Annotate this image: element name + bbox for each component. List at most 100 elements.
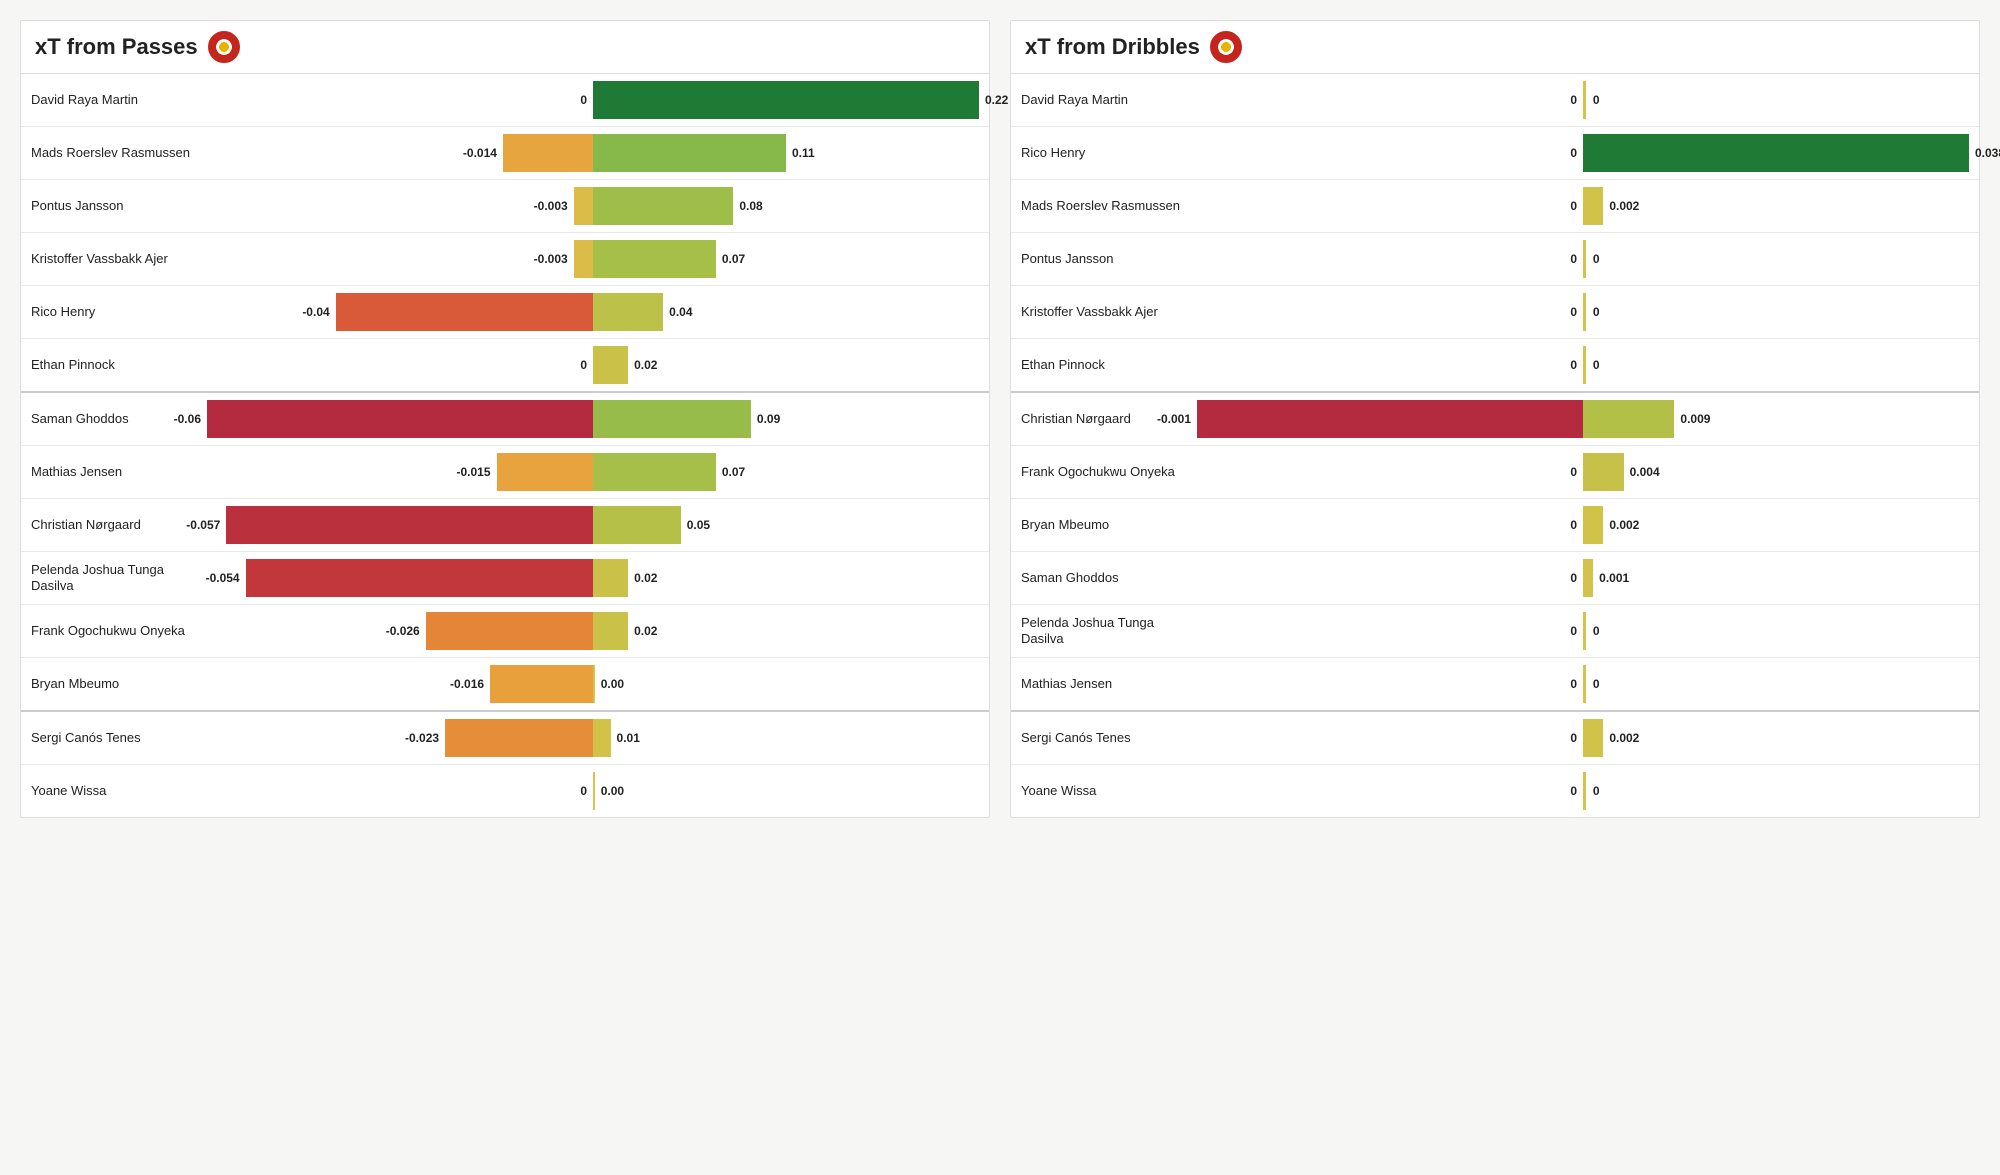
neg-value-label: 0 xyxy=(1570,252,1577,266)
player-row: Kristoffer Vassbakk Ajer-0.0030.07 xyxy=(21,233,989,286)
neg-bar xyxy=(246,559,593,597)
rows-dribbles: David Raya Martin00Rico Henry00.038Mads … xyxy=(1011,74,1979,817)
player-row: Yoane Wissa00.00 xyxy=(21,765,989,817)
pos-value-label: 0.009 xyxy=(1680,412,1710,426)
chart-area: -0.0570.05 xyxy=(207,499,979,551)
rows-passes: David Raya Martin00.22Mads Roerslev Rasm… xyxy=(21,74,989,817)
neg-value-label: -0.057 xyxy=(186,518,220,532)
pos-bar xyxy=(1583,400,1674,438)
neg-value-label: 0 xyxy=(1570,731,1577,745)
neg-value-label: 0 xyxy=(1570,677,1577,691)
player-name: David Raya Martin xyxy=(31,92,207,108)
player-row: Kristoffer Vassbakk Ajer00 xyxy=(1011,286,1979,339)
pos-bar xyxy=(593,665,595,703)
chart-area: 00 xyxy=(1197,339,1969,391)
pos-value-label: 0.07 xyxy=(722,465,745,479)
player-row: Sergi Canós Tenes00.002 xyxy=(1011,712,1979,765)
neg-bar xyxy=(226,506,593,544)
neg-value-label: -0.054 xyxy=(206,571,240,585)
team-badge-icon xyxy=(1210,31,1242,63)
chart-area: -0.0030.07 xyxy=(207,233,979,285)
player-row: Bryan Mbeumo-0.0160.00 xyxy=(21,658,989,712)
chart-area: 00 xyxy=(1197,286,1969,338)
player-row: Christian Nørgaard-0.0010.009 xyxy=(1011,393,1979,446)
player-row: Saman Ghoddos00.001 xyxy=(1011,552,1979,605)
panel-dribbles: xT from Dribbles David Raya Martin00Rico… xyxy=(1010,20,1980,818)
pos-value-label: 0 xyxy=(1593,624,1600,638)
chart-area: 00.00 xyxy=(207,765,979,817)
player-row: David Raya Martin00 xyxy=(1011,74,1979,127)
player-name: Christian Nørgaard xyxy=(31,517,207,533)
player-name: Bryan Mbeumo xyxy=(31,676,207,692)
neg-value-label: -0.003 xyxy=(534,252,568,266)
player-name: Yoane Wissa xyxy=(1021,783,1197,799)
panel-header: xT from Passes xyxy=(21,21,989,74)
pos-value-label: 0.01 xyxy=(617,731,640,745)
chart-area: 00 xyxy=(1197,765,1969,817)
pos-value-label: 0 xyxy=(1593,93,1600,107)
pos-bar xyxy=(593,400,751,438)
pos-value-label: 0.02 xyxy=(634,358,657,372)
player-name: Frank Ogochukwu Onyeka xyxy=(31,623,207,639)
pos-bar xyxy=(1583,559,1593,597)
pos-value-label: 0.22 xyxy=(985,93,1008,107)
pos-bar xyxy=(1583,665,1586,703)
neg-bar xyxy=(336,293,593,331)
neg-value-label: 0 xyxy=(580,784,587,798)
chart-area: 00 xyxy=(1197,233,1969,285)
chart-area: 00.001 xyxy=(1197,552,1969,604)
player-row: Ethan Pinnock00 xyxy=(1011,339,1979,393)
neg-value-label: -0.003 xyxy=(534,199,568,213)
player-row: Mads Roerslev Rasmussen00.002 xyxy=(1011,180,1979,233)
pos-bar xyxy=(1583,240,1586,278)
player-name: Mads Roerslev Rasmussen xyxy=(31,145,207,161)
pos-value-label: 0.038 xyxy=(1975,146,2000,160)
player-name: Kristoffer Vassbakk Ajer xyxy=(31,251,207,267)
pos-bar xyxy=(1583,772,1586,810)
pos-bar xyxy=(593,559,628,597)
player-row: Rico Henry-0.040.04 xyxy=(21,286,989,339)
pos-value-label: 0.004 xyxy=(1630,465,1660,479)
player-row: Frank Ogochukwu Onyeka-0.0260.02 xyxy=(21,605,989,658)
player-row: Pelenda Joshua Tunga Dasilva00 xyxy=(1011,605,1979,658)
neg-value-label: -0.06 xyxy=(174,412,201,426)
neg-value-label: -0.001 xyxy=(1157,412,1191,426)
neg-bar xyxy=(503,134,593,172)
dashboard: xT from Passes David Raya Martin 0 0.22 Mad… xyxy=(20,20,1980,818)
neg-bar xyxy=(426,612,593,650)
player-row: Saman Ghoddos-0.060.09 xyxy=(21,393,989,446)
pos-bar xyxy=(1583,612,1586,650)
player-row: Pelenda Joshua Tunga Dasilva-0.0540.02 xyxy=(21,552,989,605)
player-row: Rico Henry00.038 xyxy=(1011,127,1979,180)
pos-value-label: 0.11 xyxy=(792,146,815,160)
chart-area: -0.060.09 xyxy=(207,393,979,445)
neg-bar xyxy=(1197,400,1583,438)
chart-area: -0.040.04 xyxy=(207,286,979,338)
pos-value-label: 0.08 xyxy=(739,199,762,213)
player-name: Sergi Canós Tenes xyxy=(1021,730,1197,746)
player-name: Pontus Jansson xyxy=(31,198,207,214)
neg-value-label: -0.014 xyxy=(463,146,497,160)
neg-value-label: 0 xyxy=(1570,784,1577,798)
pos-bar xyxy=(593,719,611,757)
pos-bar xyxy=(593,772,595,810)
pos-bar xyxy=(593,187,733,225)
player-name: Rico Henry xyxy=(1021,145,1197,161)
pos-value-label: 0 xyxy=(1593,252,1600,266)
neg-value-label: 0 xyxy=(1570,305,1577,319)
pos-bar xyxy=(593,453,716,491)
team-badge-icon xyxy=(208,31,240,63)
player-name: Bryan Mbeumo xyxy=(1021,517,1197,533)
player-row: Mads Roerslev Rasmussen -0.014 0.11 xyxy=(21,127,989,180)
player-name: Pelenda Joshua Tunga Dasilva xyxy=(1021,615,1197,646)
neg-value-label: -0.023 xyxy=(405,731,439,745)
neg-value-label: 0 xyxy=(1570,518,1577,532)
pos-bar xyxy=(593,506,681,544)
panel-passes: xT from Passes David Raya Martin00.22Mad… xyxy=(20,20,990,818)
neg-value-label: -0.04 xyxy=(302,305,329,319)
pos-bar xyxy=(1583,453,1624,491)
pos-bar xyxy=(593,612,628,650)
pos-bar xyxy=(1583,81,1586,119)
pos-value-label: 0.002 xyxy=(1609,518,1639,532)
neg-value-label: 0 xyxy=(1570,146,1577,160)
